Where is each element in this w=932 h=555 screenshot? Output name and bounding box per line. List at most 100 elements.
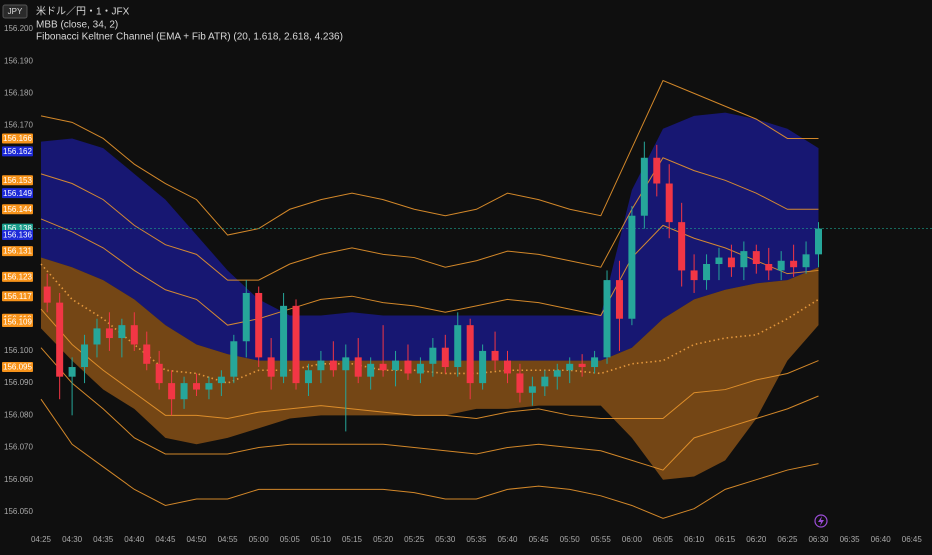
x-tick-label: 05:10 (311, 535, 332, 544)
y-tick-label: 156.170 (4, 121, 33, 130)
candle-body (193, 383, 200, 390)
price-tag (2, 188, 33, 199)
x-tick-label: 04:45 (155, 535, 176, 544)
y-tick-label: 156.180 (4, 88, 33, 97)
x-tick-label: 05:50 (560, 535, 581, 544)
candle-body (454, 325, 462, 368)
candle-body (504, 360, 511, 374)
price-tag-label: 156.123 (3, 272, 32, 281)
candle-body (118, 325, 126, 339)
keltner-line (40, 79, 819, 236)
x-tick-label: 05:20 (373, 535, 394, 544)
y-tick-label: 156.050 (4, 507, 33, 516)
candle-body (292, 305, 300, 384)
price-tag (2, 204, 33, 215)
candle-body (230, 341, 238, 377)
price-tag-label: 156.095 (3, 363, 32, 372)
candle-body (404, 360, 412, 374)
candle-body (267, 357, 275, 377)
x-tick-label: 05:40 (497, 535, 518, 544)
candle-body (727, 257, 735, 268)
x-tick-label: 05:30 (435, 535, 456, 544)
x-tick-label: 05:45 (529, 535, 550, 544)
candle-body (68, 367, 76, 377)
price-tag-label: 156.144 (3, 205, 32, 214)
candle-body (802, 254, 810, 268)
price-tag-label: 156.131 (3, 247, 32, 256)
plot-area (34, 79, 932, 519)
price-tag-label: 156.138 (3, 224, 32, 233)
x-tick-label: 06:30 (808, 535, 829, 544)
bollinger-upper-fill (41, 112, 819, 361)
x-tick-label: 04:50 (186, 535, 207, 544)
candle-body (93, 328, 101, 345)
bollinger-lower-fill (41, 257, 819, 480)
candle-body (180, 383, 188, 400)
candle-body (56, 302, 64, 377)
x-tick-label: 04:40 (124, 535, 145, 544)
candle-body (379, 363, 387, 371)
indicator-label: Fibonacci Keltner Channel (EMA + Fib ATR… (36, 32, 343, 43)
candle-body (130, 325, 138, 345)
price-tag-label: 156.166 (3, 134, 32, 143)
candle-body (615, 280, 623, 319)
indicator-label: MBB (close, 34, 2) (36, 20, 118, 31)
candle-body (578, 363, 586, 368)
x-tick-label: 05:05 (280, 535, 301, 544)
price-tag-label: 156.162 (3, 147, 32, 156)
candle-body (43, 286, 51, 303)
candle-body (354, 357, 362, 377)
candle-body (541, 376, 549, 387)
alert-icon[interactable] (814, 514, 828, 528)
candle-body (255, 292, 263, 358)
candle-body (280, 305, 288, 377)
symbol-title: 米ドル／円・1・JFX (36, 5, 130, 18)
price-tag (2, 175, 33, 186)
candle-body (168, 383, 176, 400)
candle-body (479, 350, 487, 384)
x-tick-label: 05:00 (249, 535, 270, 544)
keltner-line (40, 263, 819, 384)
x-tick-label: 05:55 (591, 535, 612, 544)
price-axis: 156.200 156.190 156.180 156.170 156.100 156.0… (2, 24, 33, 516)
price-tag-label: 156.136 (3, 231, 32, 240)
y-tick-label: 156.190 (4, 56, 33, 65)
candle-body (553, 370, 561, 377)
candle-body (653, 157, 661, 184)
candle-body (416, 363, 424, 374)
candle-body (566, 363, 574, 371)
candle-body (242, 292, 250, 342)
price-tag (2, 316, 33, 327)
price-tag-label: 156.109 (3, 318, 32, 327)
candle-body (317, 360, 325, 371)
candle-body (777, 260, 785, 271)
candle-body (591, 357, 599, 368)
candle-body (429, 347, 437, 364)
candle-body (790, 260, 798, 268)
candle-body (367, 363, 375, 377)
price-tag (2, 146, 33, 157)
candle-body (690, 270, 698, 281)
candle-body (441, 347, 449, 368)
price-tag-label: 156.153 (3, 176, 32, 185)
price-tag (2, 291, 33, 302)
x-tick-label: 06:25 (777, 535, 798, 544)
candle-body (665, 183, 673, 223)
y-tick-label: 156.070 (4, 443, 33, 452)
x-tick-label: 06:05 (653, 535, 674, 544)
badge-box[interactable] (2, 4, 28, 19)
candle-body (143, 344, 151, 364)
x-tick-label: 04:30 (62, 535, 83, 544)
y-tick-label: 156.060 (4, 475, 33, 484)
keltner-line (40, 308, 819, 420)
candle-body (392, 360, 400, 371)
price-tag-label: 156.149 (3, 189, 32, 198)
candle-body (628, 215, 636, 319)
x-tick-label: 05:15 (342, 535, 363, 544)
x-tick-label: 06:10 (684, 535, 705, 544)
badge[interactable]: JPY (8, 7, 23, 16)
price-tag (2, 230, 33, 241)
candle-body (304, 370, 312, 384)
candle-body (329, 360, 337, 371)
